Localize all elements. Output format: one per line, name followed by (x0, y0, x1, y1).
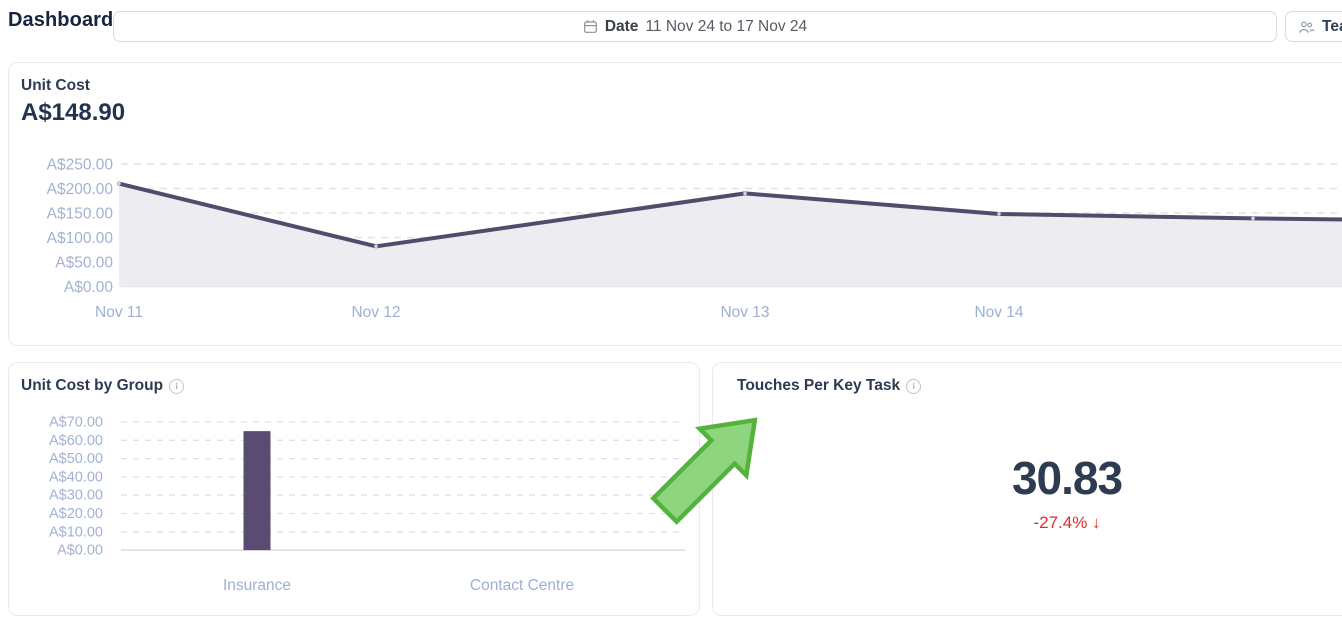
info-icon[interactable] (169, 378, 185, 394)
svg-text:A$50.00: A$50.00 (49, 451, 103, 467)
unit-cost-by-group-title: Unit Cost by Group (21, 377, 164, 394)
svg-text:A$200.00: A$200.00 (47, 181, 114, 198)
team-button-label: Tea (1322, 17, 1342, 35)
team-filter-button[interactable]: Tea (1285, 11, 1342, 42)
unit-cost-value: A$148.90 (21, 99, 126, 126)
svg-text:Nov 14: Nov 14 (974, 304, 1023, 321)
svg-text:Insurance: Insurance (223, 577, 291, 594)
svg-text:A$50.00: A$50.00 (55, 255, 113, 272)
touches-title: Touches Per Key Task (737, 377, 901, 394)
svg-text:A$20.00: A$20.00 (49, 506, 103, 522)
calendar-icon (583, 19, 598, 34)
page-title: Dashboard (8, 9, 114, 31)
svg-text:A$10.00: A$10.00 (49, 524, 103, 540)
kpi-block: 30.83 -27.4% ↓ (713, 451, 1342, 533)
unit-cost-title: Unit Cost (21, 77, 90, 94)
svg-text:A$150.00: A$150.00 (47, 206, 114, 223)
svg-text:A$0.00: A$0.00 (64, 279, 114, 296)
svg-text:A$30.00: A$30.00 (49, 488, 103, 504)
date-range-picker[interactable]: Date 11 Nov 24 to 17 Nov 24 (113, 11, 1277, 42)
svg-text:A$40.00: A$40.00 (49, 469, 103, 485)
date-label: Date (604, 17, 639, 35)
kpi-value: 30.83 (1011, 452, 1123, 504)
unit-cost-by-group-bar-chart: A$70.00 A$60.00 A$50.00 A$40.00 A$30.00 A$20.… (49, 415, 685, 594)
svg-text:Nov 12: Nov 12 (351, 304, 400, 321)
unit-cost-card: Unit Cost A$148.90 A$250.00 A$200.00 A$150… (8, 62, 1342, 346)
svg-text:A$100.00: A$100.00 (47, 230, 114, 247)
unit-cost-by-group-card: Unit Cost by Group A$70.00 A$60.00 A$50.00… (8, 362, 700, 616)
svg-text:A$70.00: A$70.00 (49, 415, 103, 431)
kpi-delta: -27.4% ↓ (1033, 513, 1101, 532)
svg-text:A$250.00: A$250.00 (47, 157, 114, 174)
date-value: 11 Nov 24 to 17 Nov 24 (645, 17, 808, 35)
svg-text:Nov 11: Nov 11 (95, 304, 143, 321)
unit-cost-area-chart: A$250.00 A$200.00 A$150.00 A$100.00 A$50.00 A… (47, 157, 1342, 321)
touches-per-key-task-card: Touches Per Key Task 30.83 -27.4% ↓ (712, 362, 1342, 616)
svg-text:Nov 13: Nov 13 (720, 304, 769, 321)
svg-text:A$0.00: A$0.00 (57, 543, 103, 559)
team-icon (1298, 20, 1315, 34)
svg-text:Contact Centre: Contact Centre (470, 577, 574, 594)
svg-text:A$60.00: A$60.00 (49, 433, 103, 449)
info-icon[interactable] (906, 378, 922, 394)
